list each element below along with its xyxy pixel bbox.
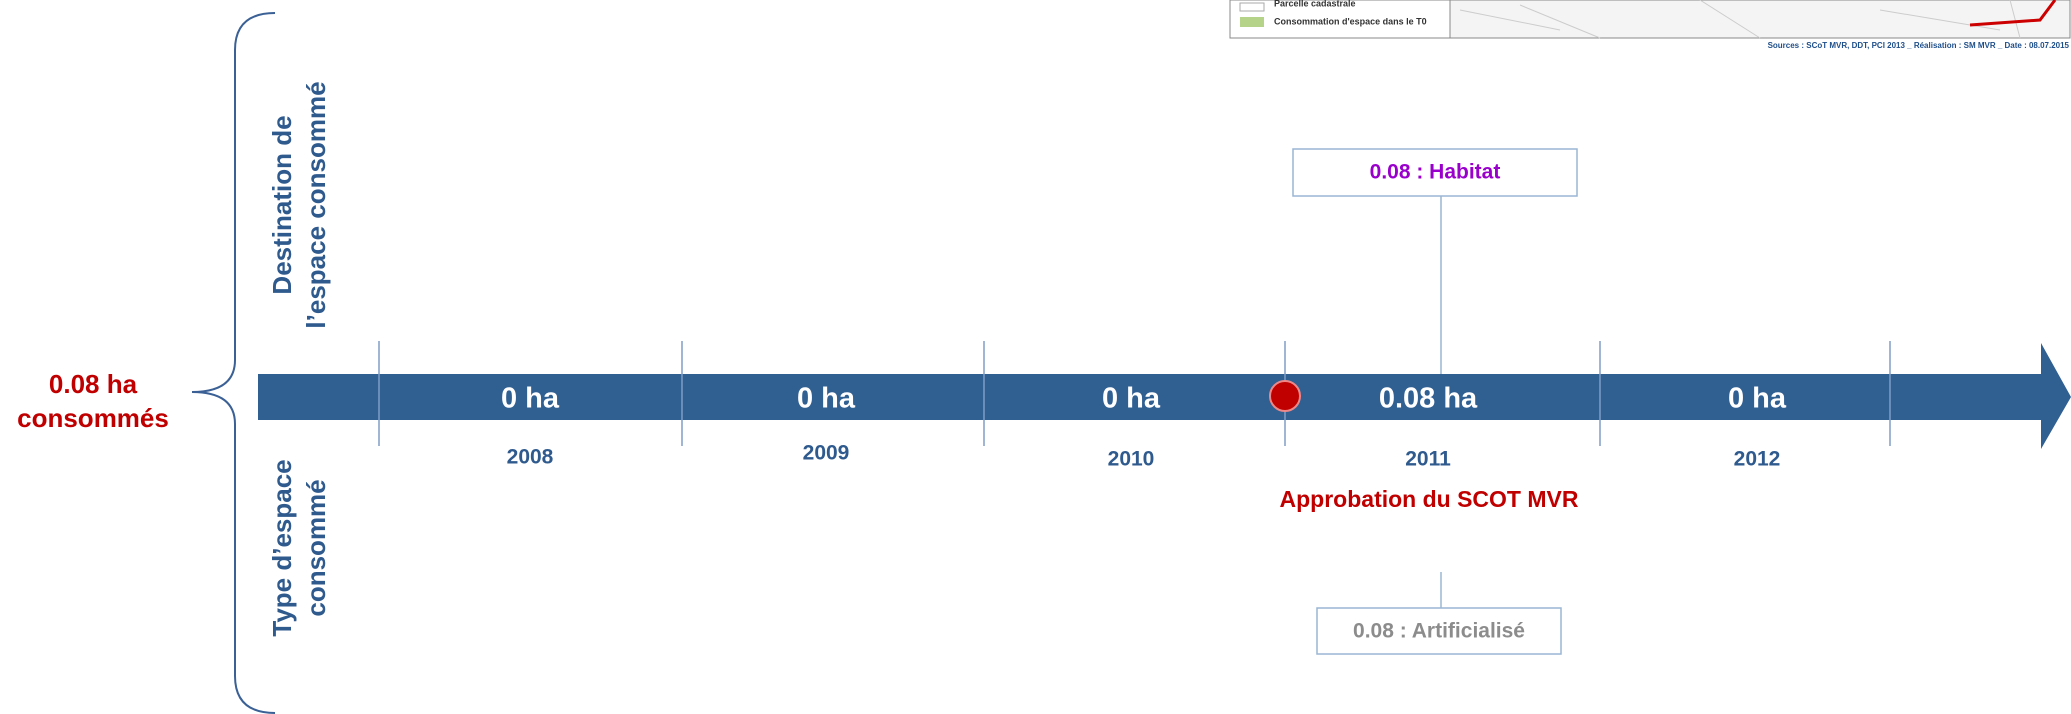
- map-legend: [1229, 0, 1451, 39]
- ticks: [378, 341, 1891, 446]
- side-label: l’espace consommé: [301, 81, 331, 328]
- period-year: 2008: [507, 446, 554, 469]
- type: 0.08 : Artificialisé: [1353, 620, 1525, 643]
- legend-swatch: [1240, 17, 1264, 27]
- period-value: 0.08 ha: [1379, 383, 1478, 415]
- timeline-arrow: [258, 343, 2071, 449]
- side-label: consommé: [301, 479, 331, 616]
- period-value: 0 ha: [797, 383, 856, 415]
- event: Approbation du SCOT MVR: [1280, 486, 1579, 512]
- period-year: 2009: [803, 442, 850, 465]
- destination-box: [1292, 148, 1578, 197]
- period-value: 0 ha: [1102, 383, 1161, 415]
- map-sources: Sources : SCoT MVR, DDT, PCI 2013 _ Réal…: [1768, 41, 2070, 50]
- period-year: 2010: [1108, 448, 1155, 471]
- destination: 0.08 : Habitat: [1370, 161, 1501, 184]
- total: 0.08 ha: [49, 369, 138, 399]
- type-box: [1316, 607, 1562, 655]
- brace: [191, 12, 276, 714]
- period-year: 2011: [1405, 448, 1451, 471]
- map-lines: [1459, 0, 2021, 39]
- side-label: Type d’espace: [267, 459, 297, 636]
- total: consommés: [17, 403, 169, 433]
- legend-label: Parcelle cadastrale: [1274, 0, 1356, 8]
- map-road: [1969, 0, 2057, 27]
- period-year: 2012: [1734, 448, 1781, 471]
- event-dot: [1269, 380, 1301, 412]
- side-label: Destination de: [267, 115, 297, 294]
- legend-label: Consommation d'espace dans le T0: [1274, 16, 1427, 26]
- period-value: 0 ha: [1728, 383, 1787, 415]
- period-value: 0 ha: [501, 383, 560, 415]
- legend-swatch: [1239, 2, 1265, 12]
